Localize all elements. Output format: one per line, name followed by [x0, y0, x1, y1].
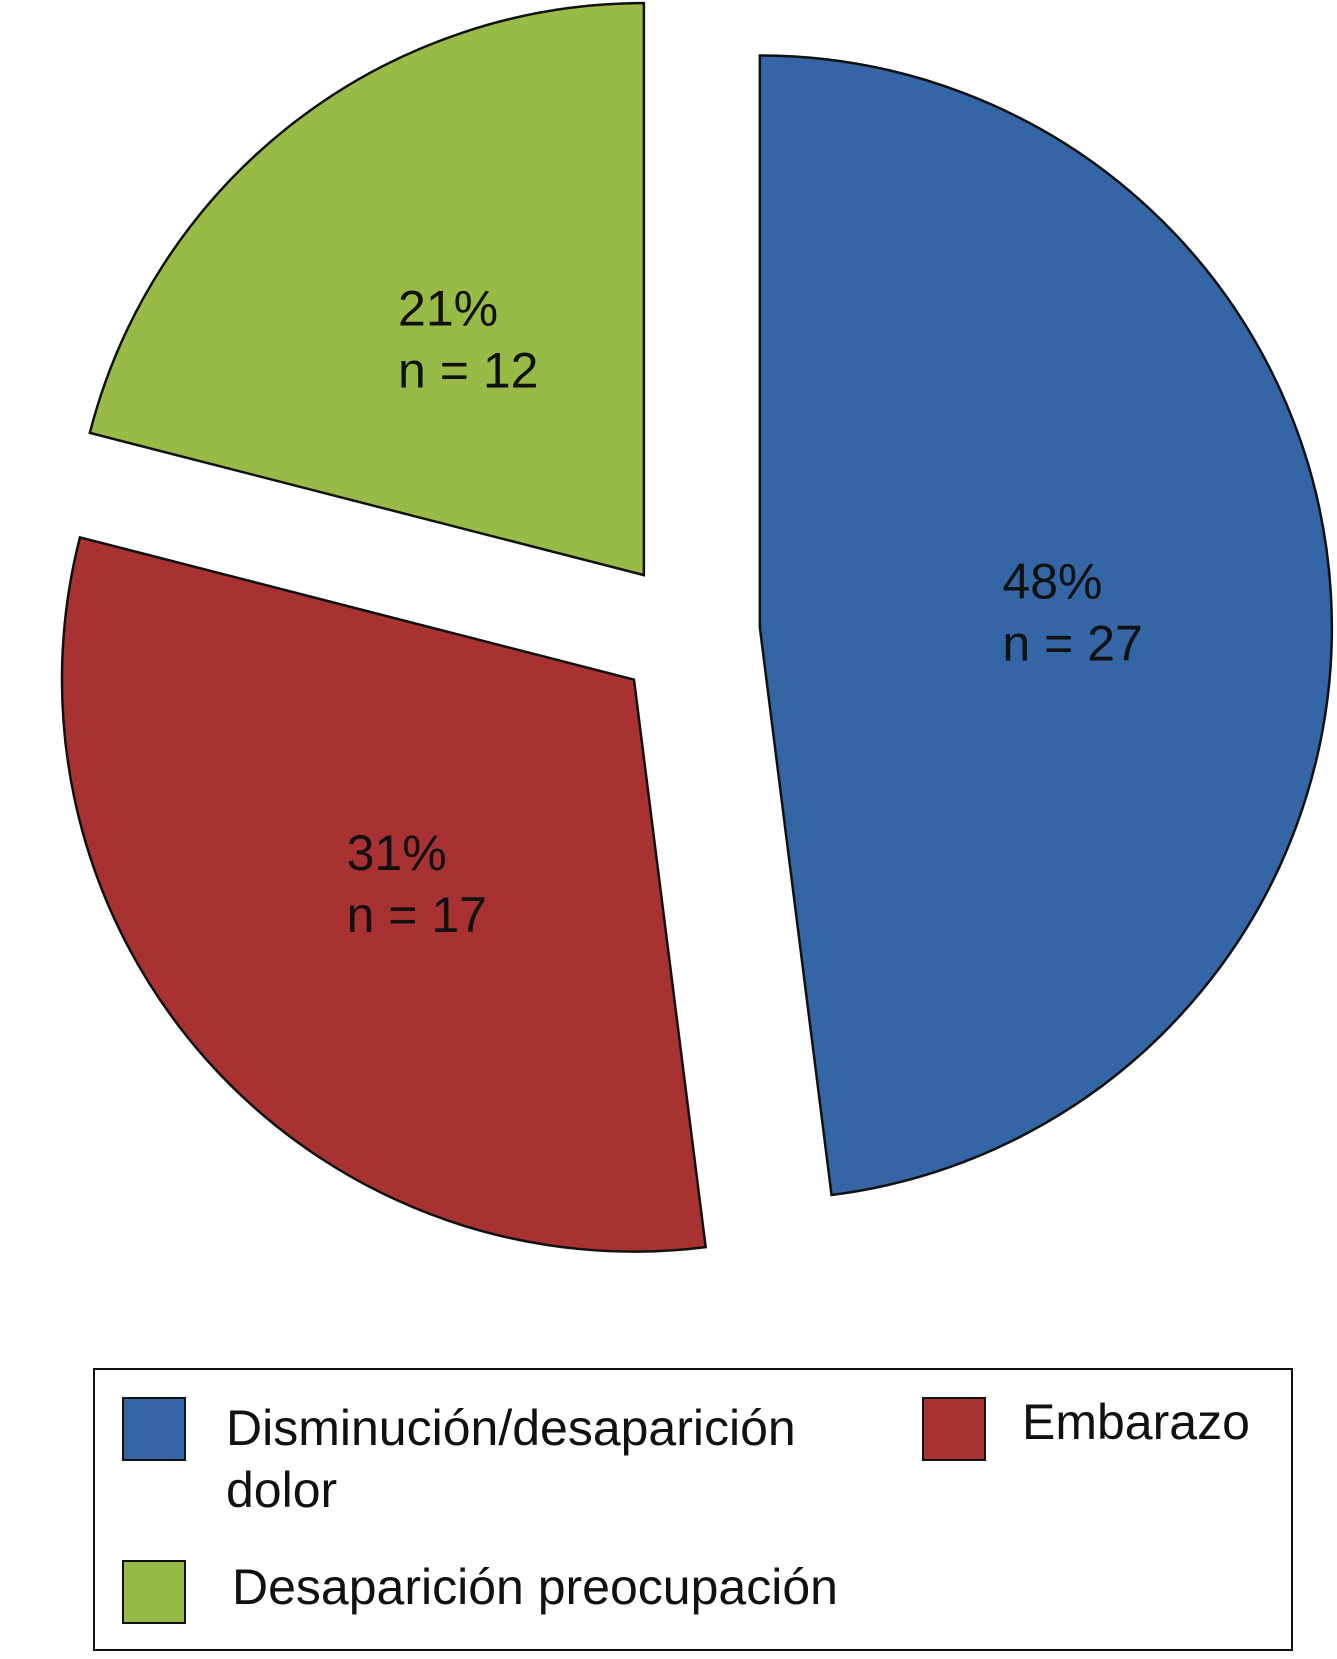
chart-legend: Disminución/desaparición dolor Embarazo …: [93, 1368, 1293, 1651]
legend-item-dolor: Disminución/desaparición dolor: [122, 1397, 882, 1521]
slice-count-label: n = 17: [347, 887, 487, 943]
slice-percent-label: 48%: [1002, 553, 1102, 609]
legend-label-preocupacion: Desaparición preocupación: [232, 1559, 838, 1615]
slice-count-label: n = 12: [398, 343, 538, 399]
legend-label-embarazo: Embarazo: [1022, 1394, 1250, 1450]
legend-item-preocupacion: Desaparición preocupación: [122, 1559, 838, 1624]
slice-preocupacion: [88, 1, 646, 577]
legend-swatch-red: [922, 1397, 986, 1461]
legend-swatch-green: [122, 1560, 186, 1624]
legend-label-dolor: Disminución/desaparición dolor: [226, 1400, 796, 1518]
slice-percent-label: 31%: [347, 825, 447, 881]
pie-chart: 48% n = 27 31% n = 17 21% n = 12: [60, 1, 1334, 1253]
slice-embarazo: [60, 535, 708, 1253]
slice-dolor: [758, 54, 1334, 1197]
legend-item-embarazo: Embarazo: [922, 1394, 1250, 1461]
slice-count-label: n = 27: [1002, 615, 1142, 671]
legend-swatch-blue: [122, 1397, 186, 1461]
slice-percent-label: 21%: [398, 281, 498, 337]
